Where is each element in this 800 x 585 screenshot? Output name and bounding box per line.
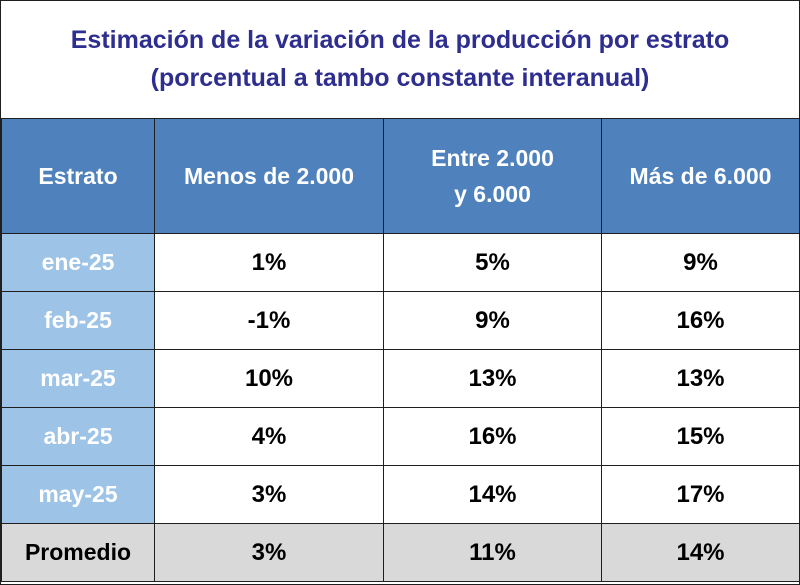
table-cell: 10%: [154, 349, 384, 408]
production-table: Estrato Menos de 2.000 Entre 2.000 y 6.0…: [1, 118, 800, 582]
table-cell: 16%: [383, 407, 602, 466]
summary-cell: 14%: [601, 523, 800, 582]
row-label: may-25: [1, 465, 155, 524]
table-cell: 4%: [154, 407, 384, 466]
table-row: abr-25 4% 16% 15%: [1, 407, 800, 466]
header-row: Estrato Menos de 2.000 Entre 2.000 y 6.0…: [1, 118, 800, 234]
table-row: ene-25 1% 5% 9%: [1, 233, 800, 292]
summary-cell: 11%: [383, 523, 602, 582]
table-cell: 9%: [601, 233, 800, 292]
row-label: feb-25: [1, 291, 155, 350]
table-cell: 5%: [383, 233, 602, 292]
table-cell: 17%: [601, 465, 800, 524]
table-cell: 13%: [601, 349, 800, 408]
table-row: mar-25 10% 13% 13%: [1, 349, 800, 408]
title-line-2: (porcentual a tambo constante interanual…: [150, 64, 650, 92]
table-cell: -1%: [154, 291, 384, 350]
table-cell: 13%: [383, 349, 602, 408]
table-cell: 3%: [154, 465, 384, 524]
row-label: mar-25: [1, 349, 155, 408]
table-cell: 9%: [383, 291, 602, 350]
column-header: Estrato: [1, 118, 155, 234]
table-cell: 15%: [601, 407, 800, 466]
summary-label: Promedio: [1, 523, 155, 582]
column-header: Entre 2.000 y 6.000: [383, 118, 602, 234]
table-cell: 1%: [154, 233, 384, 292]
column-header: Menos de 2.000: [154, 118, 384, 234]
table-row: may-25 3% 14% 17%: [1, 465, 800, 524]
table-cell: 14%: [383, 465, 602, 524]
row-label: ene-25: [1, 233, 155, 292]
table-cell: 16%: [601, 291, 800, 350]
column-header: Más de 6.000: [601, 118, 800, 234]
summary-cell: 3%: [154, 523, 384, 582]
row-label: abr-25: [1, 407, 155, 466]
title-line-1: Estimación de la variación de la producc…: [70, 26, 730, 54]
table-row: feb-25 -1% 9% 16%: [1, 291, 800, 350]
summary-row: Promedio 3% 11% 14%: [1, 523, 800, 582]
page-title: Estimación de la variación de la producc…: [1, 1, 799, 117]
